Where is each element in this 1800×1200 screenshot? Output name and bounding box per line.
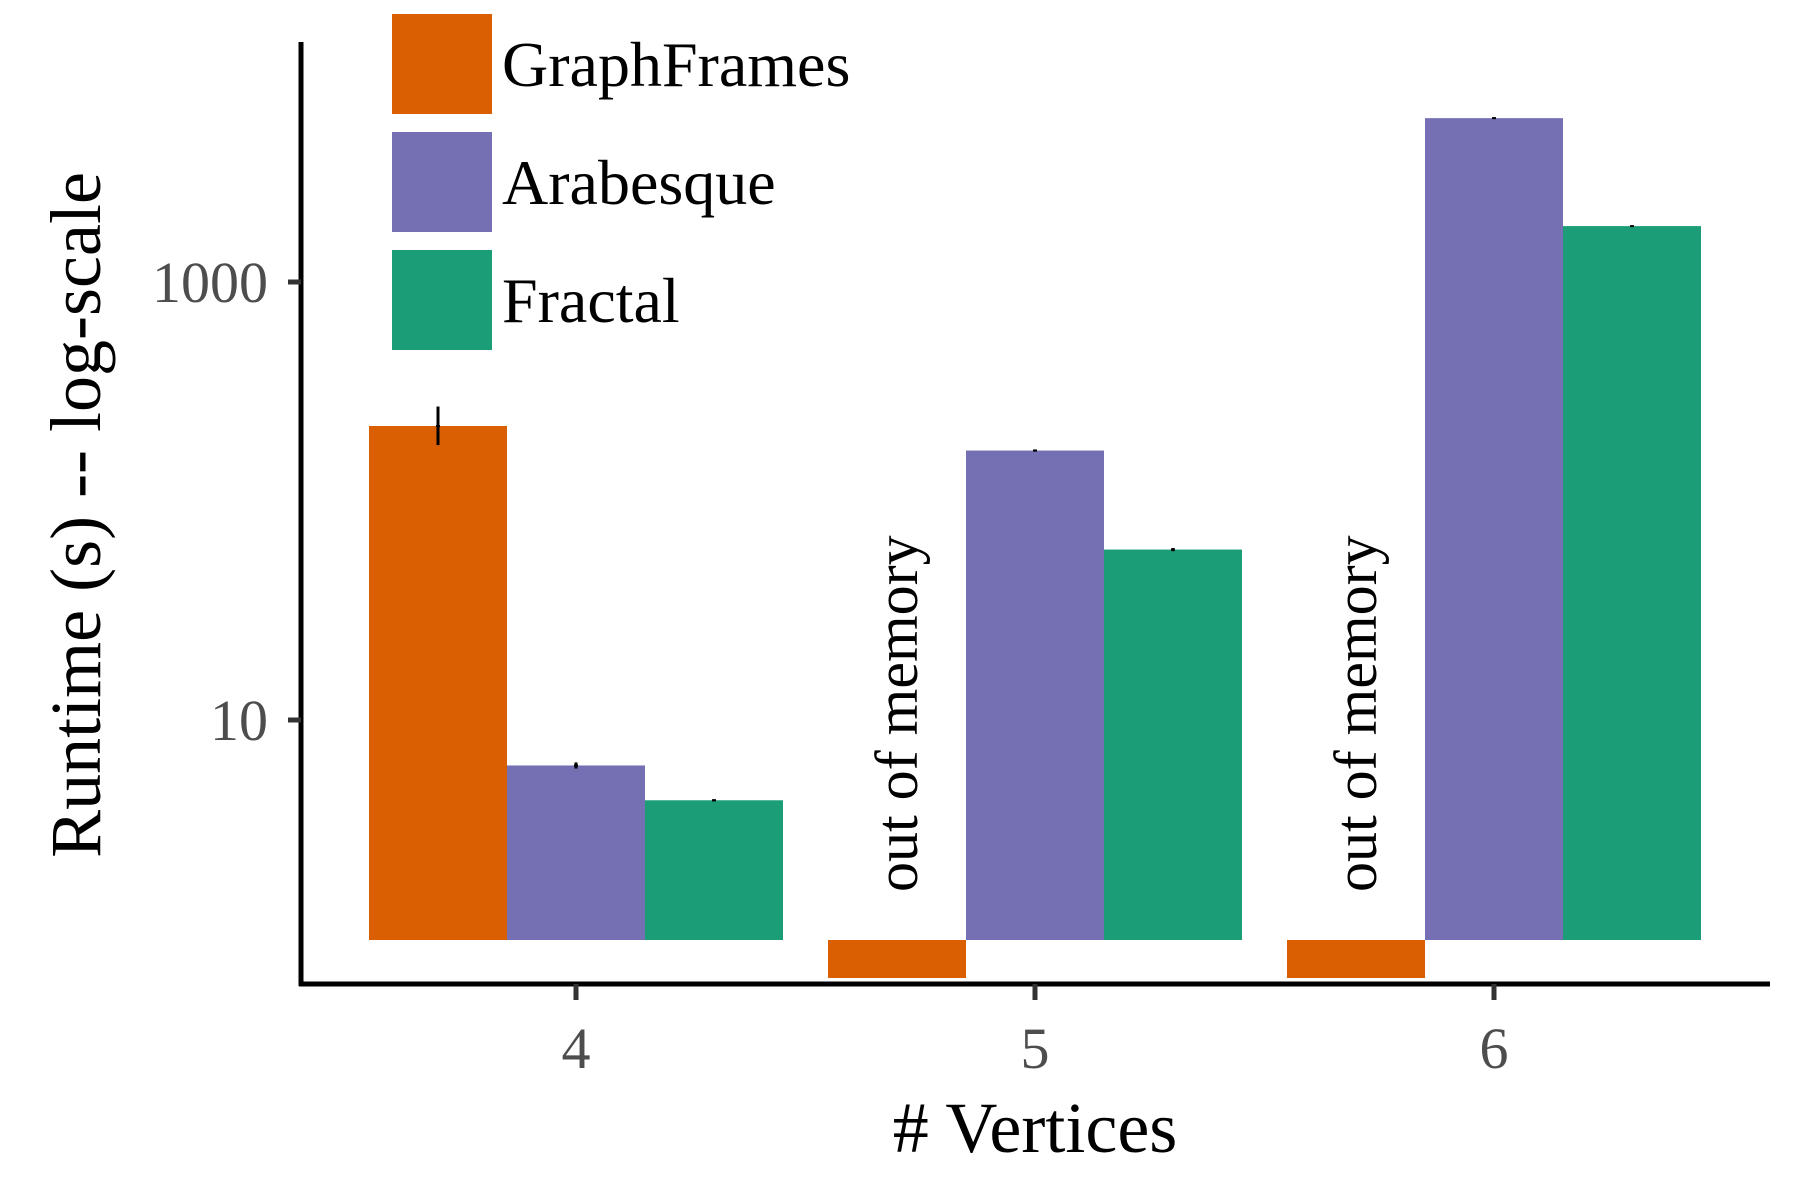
bar-arabesque-5 bbox=[966, 450, 1104, 940]
bar-fractal-6 bbox=[1563, 226, 1701, 940]
x-tick-label-4: 4 bbox=[562, 1016, 591, 1081]
bars-layer bbox=[369, 118, 1701, 978]
legend-label-fractal: Fractal bbox=[502, 265, 680, 336]
bar-fractal-4 bbox=[645, 800, 783, 940]
legend-label-graphframes: GraphFrames bbox=[502, 29, 850, 100]
x-tick-label-5: 5 bbox=[1021, 1016, 1050, 1081]
x-tick-label-6: 6 bbox=[1480, 1016, 1509, 1081]
bar-graphframes-6-missing bbox=[1287, 940, 1425, 978]
legend-swatch-arabesque bbox=[392, 132, 492, 232]
bar-graphframes-5-missing bbox=[828, 940, 966, 978]
error-bars-layer bbox=[436, 117, 1634, 802]
y-tick-label-1000: 1000 bbox=[152, 250, 268, 315]
annotation-out-of-memory-6: out of memory bbox=[1323, 535, 1389, 892]
bar-arabesque-6 bbox=[1425, 118, 1563, 940]
x-ticks: 4 5 6 bbox=[562, 984, 1509, 1081]
legend: GraphFrames Arabesque Fractal bbox=[392, 14, 850, 350]
legend-swatch-fractal bbox=[392, 250, 492, 350]
y-tick-label-10: 10 bbox=[210, 688, 268, 753]
legend-label-arabesque: Arabesque bbox=[502, 147, 776, 218]
bar-graphframes-4 bbox=[369, 426, 507, 941]
annotation-out-of-memory-5: out of memory bbox=[864, 535, 930, 892]
y-ticks: 10 1000 bbox=[152, 250, 301, 753]
bar-arabesque-4 bbox=[507, 765, 645, 940]
legend-swatch-graphframes bbox=[392, 14, 492, 114]
bar-fractal-5 bbox=[1104, 549, 1242, 940]
y-axis-title: Runtime (s) -- log-scale bbox=[36, 172, 116, 858]
x-axis-title: # Vertices bbox=[893, 1088, 1178, 1168]
annotations-layer: out of memory out of memory bbox=[864, 535, 1389, 892]
